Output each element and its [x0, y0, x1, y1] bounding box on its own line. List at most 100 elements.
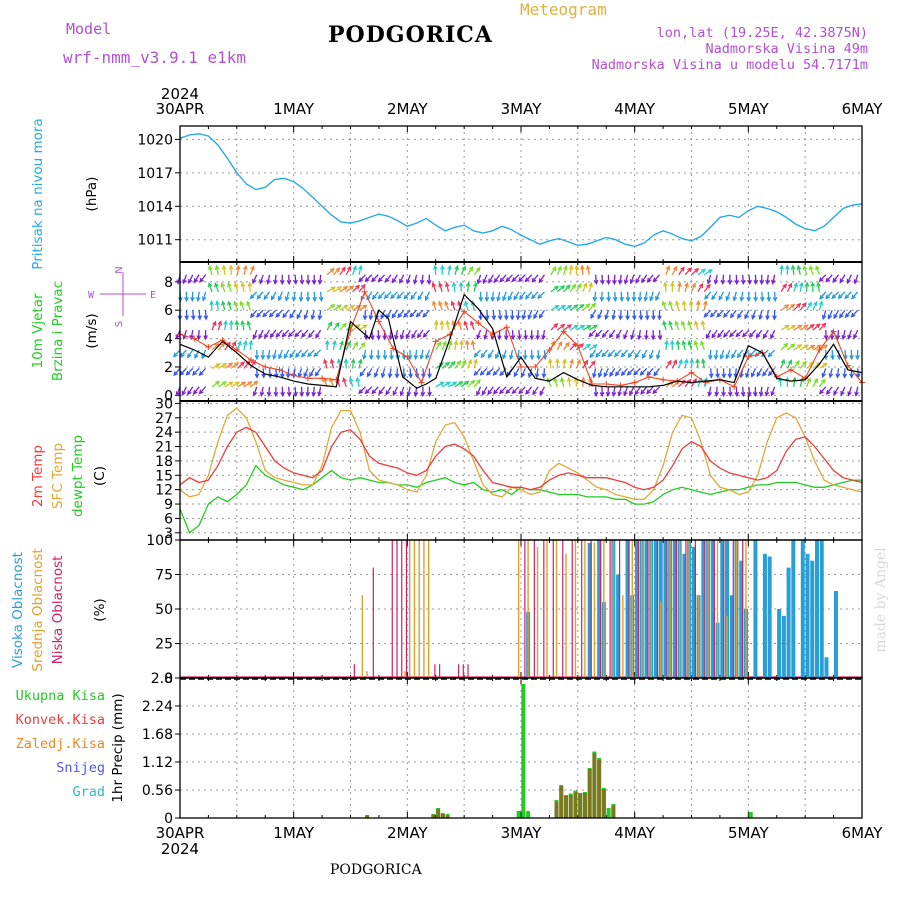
- wind-arrow: [819, 362, 828, 369]
- cloud-high-bar: [635, 540, 640, 678]
- wind-arrow: [313, 349, 322, 357]
- wind-arrow: [703, 309, 712, 318]
- wind-arrow: [294, 274, 297, 284]
- wind-arrow: [609, 329, 616, 338]
- wind-arrow: [248, 282, 251, 292]
- wind-arrow-head: [396, 294, 402, 300]
- wind-arrow-head: [311, 391, 317, 398]
- wind-arrow: [818, 323, 826, 331]
- wind-arrow: [333, 286, 342, 293]
- wind-arrow-head: [373, 372, 379, 378]
- wind-arrow: [656, 349, 661, 359]
- wind-arrow-head: [707, 391, 713, 397]
- wind-arrow: [499, 310, 502, 320]
- wind-arrow-head: [595, 352, 601, 358]
- pressure-panel: 1011 1014 1017 1020: [137, 126, 863, 262]
- wind-arrow: [513, 368, 520, 377]
- wind-dir-west: W: [88, 290, 95, 301]
- wind-arrow-head: [201, 296, 207, 302]
- wind-arrow-head: [627, 352, 633, 359]
- wind-arrow-head: [619, 296, 625, 303]
- wind-arrow-head: [822, 362, 828, 368]
- wind-arrow: [502, 291, 507, 301]
- wind-arrow-head: [592, 373, 597, 379]
- precip-legend-item: Snijeg: [56, 760, 105, 776]
- wind-arrow: [697, 268, 706, 276]
- wind-arrow-head: [503, 335, 509, 341]
- wind-arrow: [612, 386, 616, 396]
- wind-arrow: [629, 386, 635, 396]
- wind-arrow-head: [547, 358, 553, 364]
- wind-arrow-head: [754, 352, 760, 358]
- wind-arrow-head: [524, 277, 530, 283]
- wind-arrow: [678, 359, 683, 369]
- wind-arrow-head: [568, 264, 574, 270]
- wind-arrow-head: [478, 296, 484, 303]
- wind-arrow-head: [335, 267, 341, 273]
- wind-arrow: [690, 283, 696, 293]
- wind-arrow-head: [330, 303, 336, 309]
- wind-arrow: [722, 274, 725, 284]
- wind-arrow-head: [791, 324, 797, 330]
- wind-arrow: [249, 340, 252, 350]
- precip-conv-bar: [592, 753, 597, 818]
- wind-arrow: [768, 349, 776, 357]
- wind-arrow-head: [820, 378, 826, 384]
- wind-arrow: [268, 368, 271, 378]
- product-title: Meteogram: [520, 0, 607, 19]
- wind-arrow-head: [237, 340, 242, 346]
- wind-arrow-head: [745, 372, 750, 379]
- wind-arrow-head: [199, 277, 204, 283]
- wind-arrow: [236, 341, 242, 351]
- wind-arrow: [697, 378, 703, 388]
- wind-arrow-head: [401, 355, 407, 361]
- wind-arrow-head: [831, 294, 837, 300]
- x-date-label-bottom: 3MAY: [501, 824, 543, 842]
- wind-arrow: [413, 274, 418, 284]
- wind-arrow: [320, 291, 323, 301]
- wind-arrow-head: [829, 335, 835, 341]
- wind-arrow: [822, 368, 827, 378]
- wind-arrow-head: [741, 332, 747, 338]
- wind-arrow: [533, 309, 539, 319]
- wind-arrow: [193, 274, 200, 283]
- wind-arrow-head: [665, 265, 671, 271]
- wind-arrow: [441, 341, 447, 351]
- wind-arrow: [803, 265, 808, 275]
- wind-arrow: [598, 368, 603, 378]
- wind-arrow-head: [842, 373, 848, 379]
- wind-arrow: [409, 368, 412, 378]
- wind-arrow-head: [362, 324, 368, 329]
- wind-arrow: [742, 274, 745, 284]
- wind-arrow: [684, 359, 688, 369]
- wind-arrow: [846, 274, 852, 284]
- wind-arrow: [499, 274, 507, 283]
- wind-arrow-head: [375, 355, 381, 361]
- wind-arrow: [535, 368, 539, 378]
- wind-arrow-head: [535, 335, 541, 341]
- wind-arrow-head: [747, 279, 752, 286]
- wind-arrow-head: [701, 268, 707, 274]
- wind-arrow: [182, 274, 188, 284]
- wind-arrow-head: [684, 281, 689, 288]
- wind-arrow: [765, 386, 769, 396]
- wind-arrow: [269, 329, 277, 338]
- wind-arrow-head: [266, 279, 271, 285]
- wind-arrow: [839, 309, 846, 318]
- wind-arrow: [627, 349, 635, 358]
- wind-arrow: [634, 386, 641, 395]
- wind-arrow-head: [704, 294, 709, 300]
- wind-arrow-head: [273, 391, 279, 398]
- wind-arrow-head: [759, 279, 765, 286]
- wind-arrow: [568, 377, 571, 387]
- wind-arrow-head: [637, 296, 643, 303]
- cloud-high-bar: [819, 540, 824, 678]
- wind-arrow-head: [388, 335, 393, 341]
- wind-arrow-head: [490, 335, 495, 341]
- wind-arrow-head: [414, 373, 420, 379]
- wind-arrow-head: [653, 371, 658, 377]
- wind-arrow: [616, 329, 622, 339]
- wind-arrow-head: [718, 295, 723, 301]
- wind-arrow-head: [737, 313, 742, 319]
- wind-arrow-head: [495, 354, 500, 360]
